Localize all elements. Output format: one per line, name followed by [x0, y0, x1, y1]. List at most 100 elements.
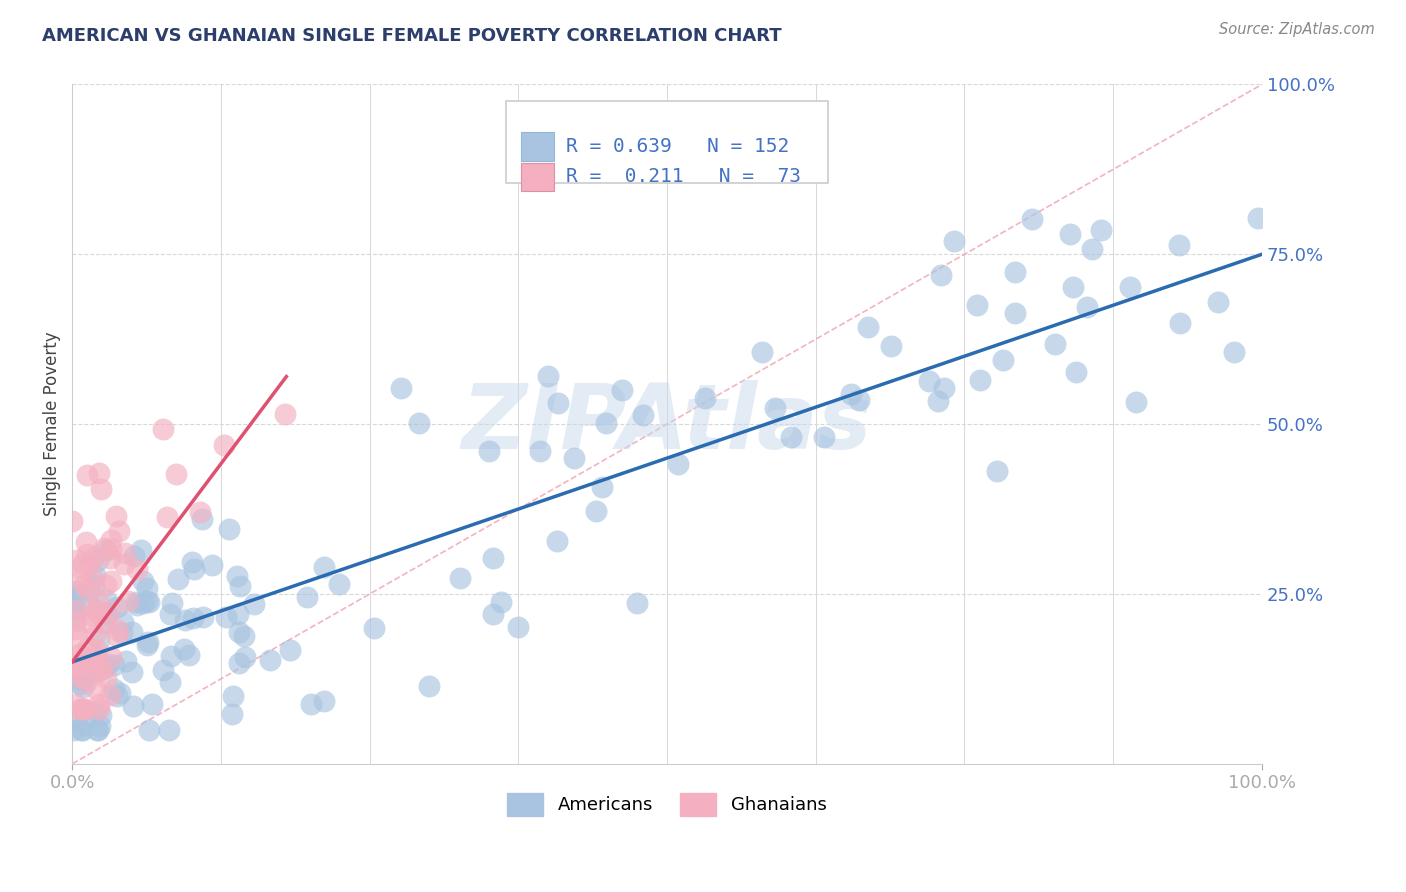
- Point: [181, 555, 204, 569]
- Point: [65, 608, 87, 623]
- Point: [66, 552, 89, 566]
- Point: [70, 723, 93, 737]
- Point: [278, 643, 301, 657]
- Point: [65, 698, 87, 712]
- Point: [1021, 212, 1043, 227]
- Point: [159, 607, 181, 622]
- Point: [62, 659, 84, 673]
- Point: [100, 574, 122, 589]
- Point: [1125, 395, 1147, 409]
- Point: [89, 702, 111, 716]
- Point: [77, 582, 100, 596]
- Point: [89, 719, 111, 733]
- Point: [1064, 365, 1087, 379]
- Point: [83, 665, 105, 680]
- Point: [228, 607, 250, 621]
- Point: [167, 573, 190, 587]
- Point: [86, 605, 108, 619]
- Point: [1222, 345, 1244, 359]
- Point: [107, 624, 129, 638]
- Point: [1247, 211, 1270, 225]
- Point: [69, 572, 91, 586]
- Point: [117, 594, 139, 608]
- Point: [181, 611, 204, 625]
- Point: [98, 604, 121, 618]
- Point: [94, 661, 117, 675]
- Point: [83, 704, 105, 718]
- Point: [1118, 280, 1140, 294]
- Point: [127, 598, 149, 612]
- Point: [136, 594, 159, 608]
- Point: [482, 607, 505, 621]
- Point: [94, 543, 117, 558]
- Point: [125, 595, 148, 609]
- Point: [60, 514, 83, 528]
- Point: [610, 383, 633, 397]
- Point: [135, 581, 157, 595]
- Point: [389, 382, 412, 396]
- Point: [242, 597, 264, 611]
- Point: [121, 624, 143, 639]
- Point: [966, 298, 988, 312]
- Point: [76, 665, 98, 679]
- Bar: [520, 162, 554, 191]
- Point: [91, 662, 114, 676]
- Point: [841, 387, 863, 401]
- Point: [66, 657, 89, 671]
- Point: [297, 590, 319, 604]
- Point: [66, 662, 89, 676]
- Point: [65, 622, 87, 636]
- Point: [856, 319, 879, 334]
- Point: [562, 450, 585, 465]
- Point: [105, 690, 128, 704]
- Point: [115, 654, 138, 668]
- Point: [1059, 227, 1081, 241]
- Point: [76, 547, 98, 561]
- Text: AMERICAN VS GHANAIAN SINGLE FEMALE POVERTY CORRELATION CHART: AMERICAN VS GHANAIAN SINGLE FEMALE POVER…: [42, 27, 782, 45]
- Point: [65, 603, 87, 617]
- Point: [73, 702, 96, 716]
- Point: [72, 702, 94, 716]
- Point: [121, 698, 143, 713]
- Point: [103, 681, 125, 696]
- Point: [69, 647, 91, 661]
- Point: [695, 391, 717, 405]
- Point: [66, 584, 89, 599]
- Point: [72, 718, 94, 732]
- Point: [165, 467, 187, 481]
- Point: [160, 596, 183, 610]
- Point: [111, 626, 134, 640]
- Point: [191, 512, 214, 526]
- Legend: Americans, Ghanaians: Americans, Ghanaians: [501, 786, 834, 822]
- Point: [97, 657, 120, 671]
- Point: [86, 723, 108, 737]
- Point: [1206, 294, 1229, 309]
- Point: [363, 621, 385, 635]
- Point: [84, 603, 107, 617]
- Point: [90, 707, 112, 722]
- Point: [449, 571, 471, 585]
- Point: [77, 662, 100, 676]
- Point: [75, 674, 97, 689]
- Point: [105, 600, 128, 615]
- Point: [932, 381, 955, 395]
- Point: [73, 578, 96, 592]
- Point: [585, 503, 607, 517]
- Point: [80, 570, 103, 584]
- Point: [1004, 306, 1026, 320]
- Point: [70, 723, 93, 737]
- Point: [100, 541, 122, 556]
- Point: [1004, 265, 1026, 279]
- Point: [72, 681, 94, 695]
- Point: [222, 689, 245, 703]
- Point: [132, 574, 155, 588]
- Point: [763, 401, 786, 415]
- Point: [62, 587, 84, 601]
- Point: [228, 656, 250, 670]
- Point: [312, 559, 335, 574]
- Point: [482, 550, 505, 565]
- Point: [537, 369, 560, 384]
- Point: [69, 661, 91, 675]
- Point: [152, 422, 174, 436]
- Point: [69, 670, 91, 684]
